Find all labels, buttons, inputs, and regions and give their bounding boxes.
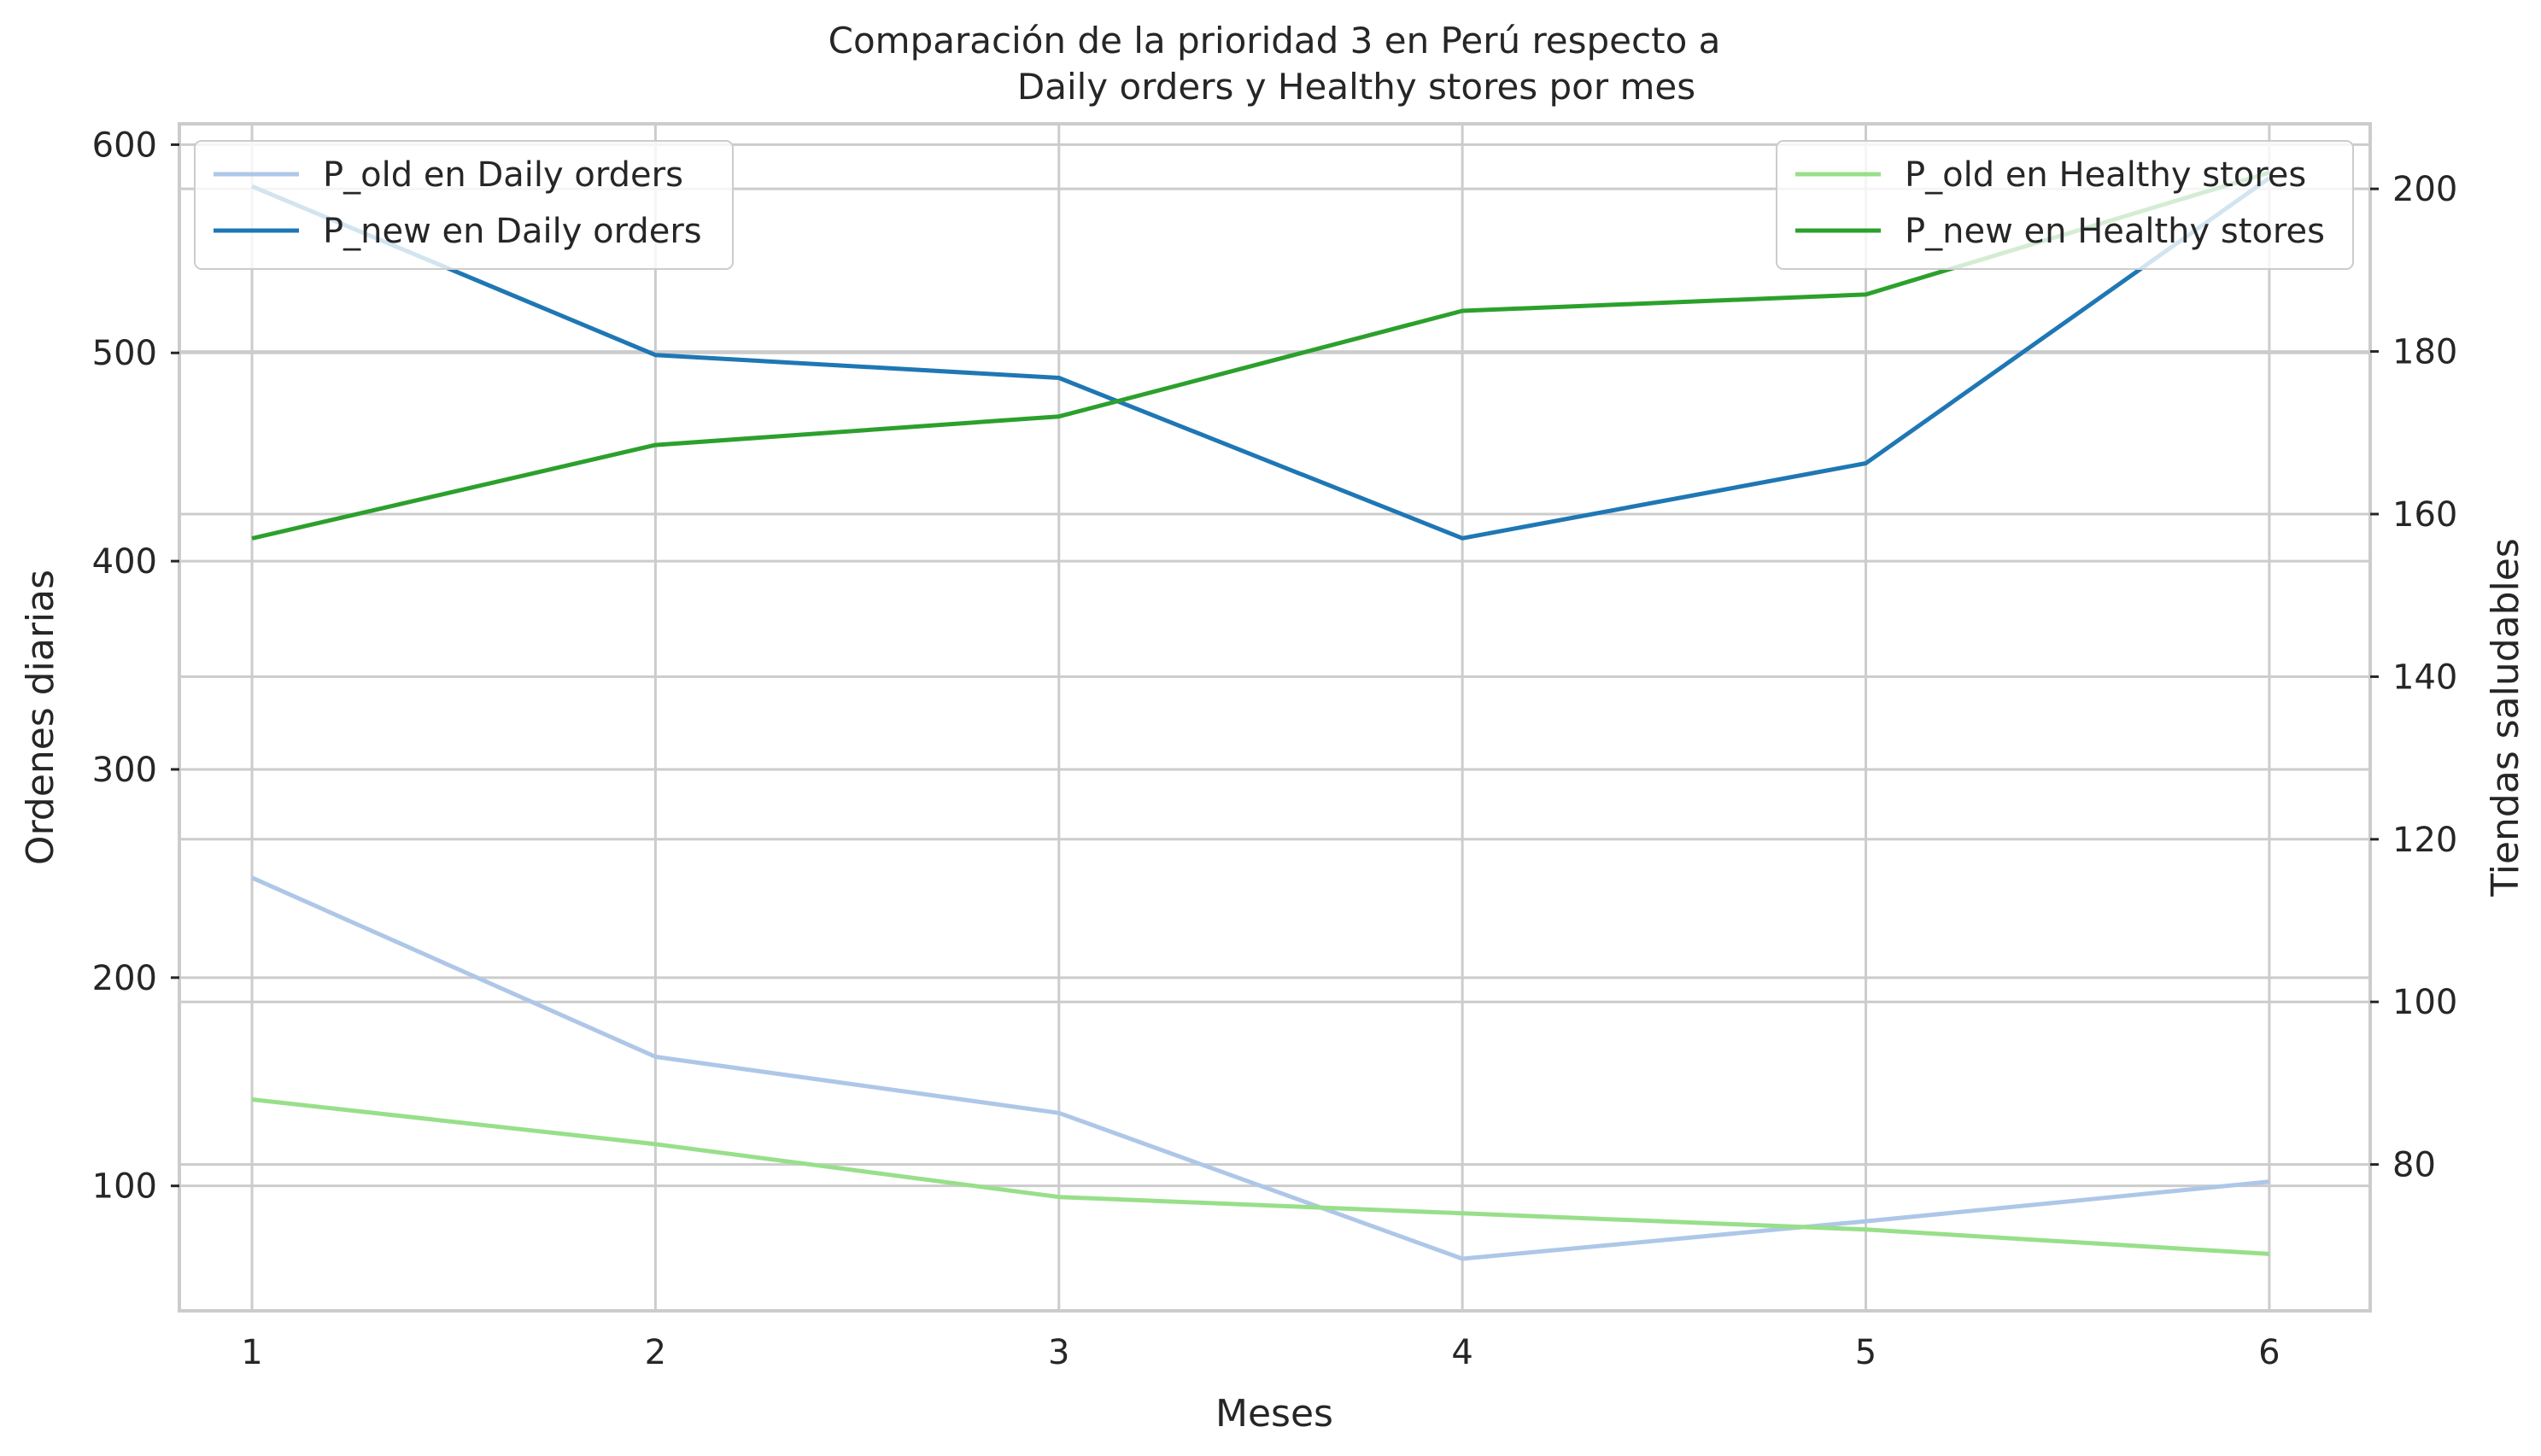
legend-label-p-old-healthy-stores: P_old en Healthy stores xyxy=(1905,155,2306,195)
x-axis-label: Meses xyxy=(1215,1392,1333,1436)
y-right-tick-label-120: 120 xyxy=(2392,821,2457,860)
x-tick-label-3: 3 xyxy=(1048,1333,1069,1372)
y-left-tick-label-400: 400 xyxy=(92,542,157,582)
series-line-p-old-en-healthy-stores xyxy=(251,1097,2270,1256)
legend-label-p-new-healthy-stores: P_new en Healthy stores xyxy=(1905,212,2325,251)
x-tick-label-1: 1 xyxy=(241,1333,262,1372)
chart-title-line-1: Comparación de la prioridad 3 en Perú re… xyxy=(828,20,1721,61)
series-line-p-old-en-daily-orders xyxy=(250,875,2270,1261)
legend-right: P_old en Healthy stores P_new en Healthy… xyxy=(1776,140,2354,270)
tick-labels: 1 2 3 4 5 6 100 200 300 400 500 600 80 100 120 140 160 18… xyxy=(92,126,2458,1372)
y-right-tick-label-100: 100 xyxy=(2392,983,2457,1022)
y-right-tick-label-80: 80 xyxy=(2392,1146,2436,1185)
x-tick-label-4: 4 xyxy=(1451,1333,1472,1372)
x-tick-label-2: 2 xyxy=(645,1333,666,1372)
grid-lines xyxy=(179,124,2370,1311)
legend-label-p-old-daily-orders: P_old en Daily orders xyxy=(323,155,683,195)
y-left-tick-label-200: 200 xyxy=(92,959,157,998)
series-line-p-new-en-daily-orders xyxy=(251,176,2271,541)
legend-left: P_old en Daily orders P_new en Daily ord… xyxy=(194,140,734,270)
series-line-p-new-en-healthy-stores xyxy=(251,170,2270,541)
y-left-tick-label-100: 100 xyxy=(92,1167,157,1207)
y-left-tick-label-600: 600 xyxy=(92,126,157,165)
x-tick-label-5: 5 xyxy=(1855,1333,1876,1372)
y-axis-left-label: Ordenes diarias xyxy=(19,570,62,865)
y-left-tick-label-500: 500 xyxy=(92,334,157,373)
plot-frame xyxy=(178,122,2372,1313)
y-right-tick-label-140: 140 xyxy=(2392,658,2457,697)
x-tick-label-6: 6 xyxy=(2258,1333,2280,1372)
series-lines xyxy=(250,170,2271,1261)
y-right-tick-label-160: 160 xyxy=(2392,495,2457,535)
legend-label-p-new-daily-orders: P_new en Daily orders xyxy=(323,212,702,251)
y-axis-right-label: Tiendas saludables xyxy=(2484,538,2527,898)
y-right-tick-label-200: 200 xyxy=(2392,170,2457,209)
legend-left-frame xyxy=(194,140,734,270)
y-right-tick-label-180: 180 xyxy=(2392,333,2457,372)
y-left-tick-label-300: 300 xyxy=(92,751,157,790)
chart-title-line-2: Daily orders y Healthy stores por mes xyxy=(1017,66,1695,108)
legend-right-frame xyxy=(1776,140,2354,270)
